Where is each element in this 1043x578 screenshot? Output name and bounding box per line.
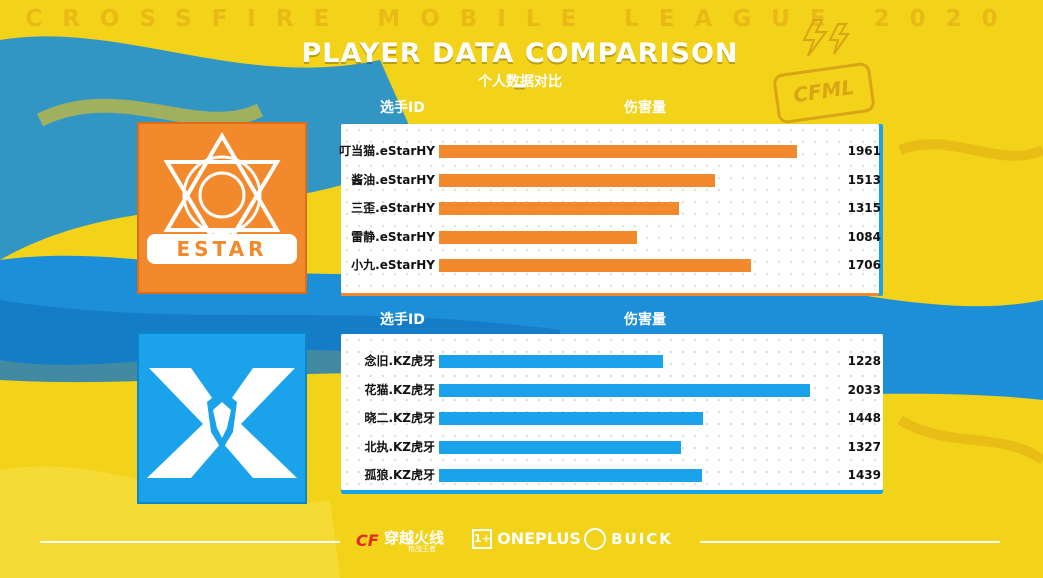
bar-row: 晓二.KZ虎牙 1448	[341, 408, 883, 428]
damage-bar	[439, 202, 680, 215]
bar-row: 雷静.eStarHY 1084	[341, 227, 883, 247]
damage-value: 1315	[847, 201, 881, 215]
player-label: 花猫.KZ虎牙	[364, 382, 435, 397]
game-logo-subtext: 枪战王者	[408, 545, 436, 553]
player-label: 念旧.KZ虎牙	[364, 354, 435, 368]
damage-value: 1706	[847, 258, 881, 272]
damage-value: 2033	[847, 382, 881, 397]
page-subtitle: 个人数据对比	[478, 74, 562, 90]
damage-bar	[439, 412, 704, 425]
damage-value: 1228	[847, 354, 881, 368]
damage-bar	[439, 355, 664, 368]
player-label: 小九.eStarHY	[351, 258, 435, 272]
game-logo-text: 穿越火线	[384, 529, 445, 547]
column-header-damage: 伤害量	[624, 312, 666, 328]
damage-bar	[439, 383, 811, 397]
buick-logo: BUICK	[584, 528, 673, 550]
bar-row: 念旧.KZ虎牙 1228	[341, 351, 883, 371]
player-label: 酱油.eStarHY	[351, 172, 435, 187]
column-header-player: 选手ID	[380, 100, 425, 116]
league-banner: CROSSFIRE MOBILE LEAGUE 2020	[25, 6, 1018, 32]
bar-row: 小九.eStarHY 1706	[341, 255, 883, 275]
damage-value: 1513	[847, 172, 881, 187]
oneplus-logo: 1+ ONEPLUS	[472, 528, 581, 549]
estar-chart-panel: 叮当猫.eStarHY 1961 酱油.eStarHY 1513 三歪.eStarHY 1…	[339, 124, 883, 296]
player-label: 雷静.eStarHY	[351, 229, 435, 244]
oneplus-icon: 1+	[472, 528, 492, 549]
damage-bar	[439, 173, 716, 187]
column-header-damage: 伤害量	[624, 100, 666, 116]
bar-row: 孤狼.KZ虎牙 1439	[341, 465, 883, 485]
damage-bar	[439, 230, 637, 244]
damage-bar	[439, 469, 702, 482]
buick-text: BUICK	[611, 530, 673, 548]
damage-value: 1084	[847, 229, 881, 244]
game-logo-mark: CF	[356, 531, 379, 550]
oneplus-text: ONEPLUS	[497, 529, 581, 548]
damage-bar	[439, 440, 682, 454]
column-header-player: 选手ID	[380, 312, 425, 328]
game-logo: CF 穿越火线 枪战王者	[356, 525, 464, 555]
player-label: 叮当猫.eStarHY	[339, 144, 435, 158]
player-label: 晓二.KZ虎牙	[364, 411, 435, 425]
lightning-icon	[802, 19, 850, 57]
player-label: 三歪.eStarHY	[351, 201, 435, 215]
damage-bar	[439, 259, 751, 272]
player-label: 北执.KZ虎牙	[364, 439, 435, 454]
kz-chart-panel: 念旧.KZ虎牙 1228 花猫.KZ虎牙 2033 晓二.KZ虎牙 1448 北执.KZ虎牙…	[341, 334, 883, 494]
footer-divider-right	[700, 541, 1000, 543]
bar-row: 酱油.eStarHY 1513	[341, 170, 883, 190]
bar-row: 叮当猫.eStarHY 1961	[339, 141, 883, 161]
damage-value: 1439	[847, 468, 881, 482]
damage-bar	[439, 145, 798, 158]
bar-row: 花猫.KZ虎牙 2033	[341, 380, 883, 400]
estar-logo: ESTAR	[137, 122, 307, 294]
damage-value: 1327	[847, 439, 881, 454]
buick-shield-icon	[584, 528, 606, 550]
bar-row: 三歪.eStarHY 1315	[341, 198, 883, 218]
estar-wordmark: ESTAR	[176, 237, 267, 261]
page-title: PLAYER DATA COMPARISON –	[301, 38, 739, 100]
bar-row: 北执.KZ虎牙 1327	[341, 437, 883, 457]
kz-logo	[137, 332, 307, 504]
player-label: 孤狼.KZ虎牙	[364, 468, 435, 482]
damage-value: 1961	[847, 144, 881, 158]
damage-value: 1448	[847, 411, 881, 425]
footer-divider-left	[40, 541, 340, 543]
